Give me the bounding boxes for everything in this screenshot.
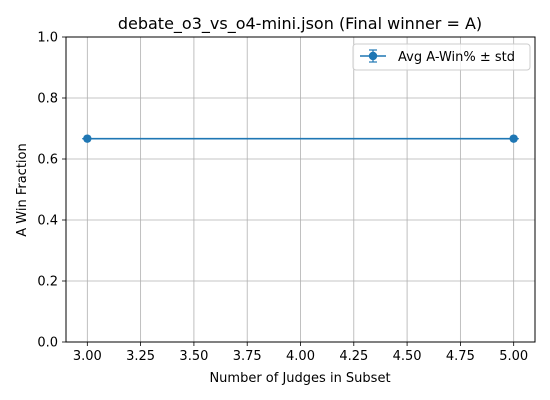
- data-point: [83, 134, 92, 143]
- y-axis-label: A Win Fraction: [15, 143, 30, 236]
- legend: Avg A-Win% ± std: [352, 43, 531, 71]
- chart-title: debate_o3_vs_o4-mini.json (Final winner …: [118, 14, 482, 34]
- y-tick-label: 0.6: [37, 153, 58, 168]
- legend-box: [352, 43, 531, 71]
- y-tick-label: 0.8: [37, 92, 58, 107]
- legend-entry-label: Avg A-Win% ± std: [398, 50, 515, 65]
- legend-swatch-marker: [368, 51, 378, 61]
- x-axis-ticks: 3.00 3.25 3.50 3.75 4.00 4.25 4.50 4.75 5.00: [73, 342, 528, 364]
- x-tick-label: 4.50: [393, 349, 422, 364]
- x-tick-label: 4.00: [286, 349, 315, 364]
- y-tick-label: 0.4: [37, 214, 58, 229]
- x-tick-label: 3.50: [179, 349, 208, 364]
- x-axis-label: Number of Judges in Subset: [209, 371, 390, 386]
- legend-swatch: [360, 49, 386, 63]
- x-tick-label: 5.00: [499, 349, 528, 364]
- x-tick-label: 3.25: [126, 349, 155, 364]
- series-layer: [82, 134, 519, 143]
- y-axis-ticks: 0.0 0.2 0.4 0.6 0.8 1.0: [37, 31, 66, 351]
- data-point: [509, 134, 518, 143]
- x-tick-label: 4.75: [446, 349, 475, 364]
- y-tick-label: 1.0: [37, 31, 58, 46]
- y-tick-label: 0.2: [37, 275, 58, 290]
- x-tick-label: 4.25: [339, 349, 368, 364]
- y-tick-label: 0.0: [37, 336, 58, 351]
- x-tick-label: 3.75: [233, 349, 262, 364]
- x-tick-label: 3.00: [73, 349, 102, 364]
